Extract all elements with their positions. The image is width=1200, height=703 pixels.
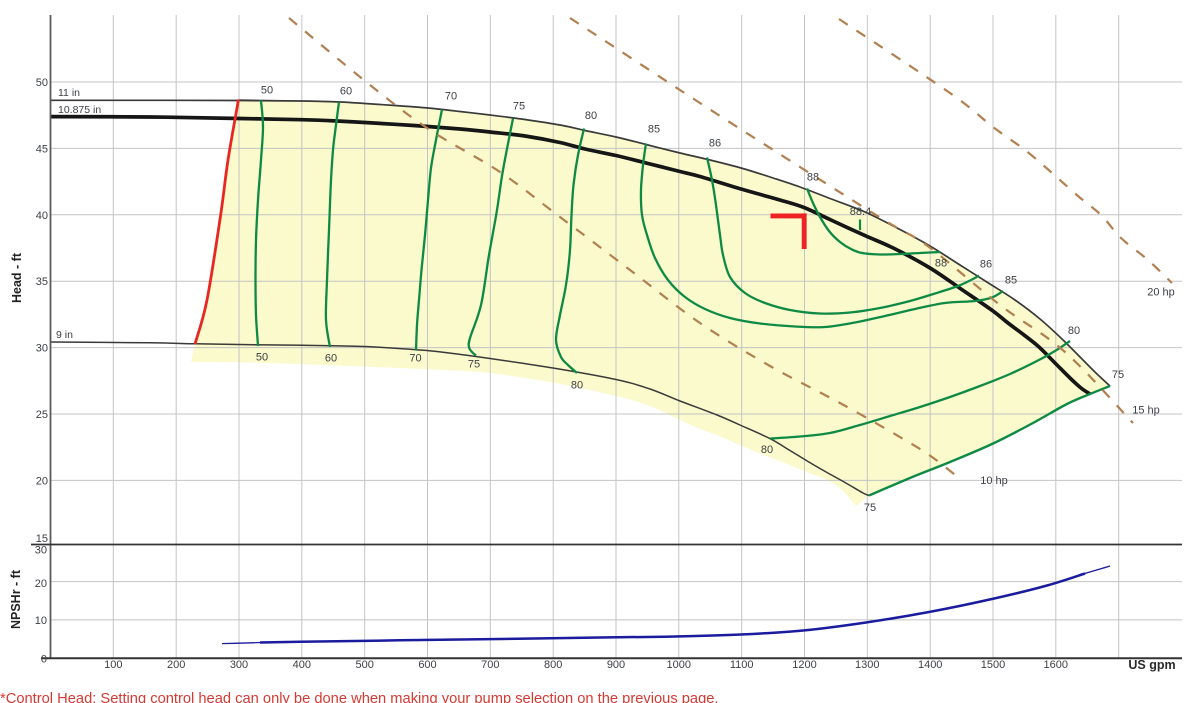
- svg-text:45: 45: [36, 143, 48, 155]
- svg-text:85: 85: [648, 124, 660, 136]
- svg-text:700: 700: [481, 659, 499, 671]
- svg-text:20: 20: [36, 475, 48, 487]
- svg-text:30: 30: [36, 343, 48, 355]
- svg-text:70: 70: [409, 353, 421, 365]
- svg-text:20 hp: 20 hp: [1147, 287, 1175, 299]
- svg-text:80: 80: [571, 380, 583, 392]
- svg-text:900: 900: [607, 659, 625, 671]
- svg-text:88.4: 88.4: [850, 206, 871, 218]
- svg-text:11 in: 11 in: [58, 87, 80, 99]
- svg-text:200: 200: [167, 659, 185, 671]
- svg-text:75: 75: [864, 502, 876, 514]
- svg-text:88: 88: [807, 172, 819, 184]
- svg-text:80: 80: [761, 444, 773, 456]
- svg-text:40: 40: [36, 210, 48, 222]
- svg-text:1000: 1000: [667, 659, 691, 671]
- svg-text:86: 86: [709, 138, 721, 150]
- svg-text:20: 20: [35, 578, 47, 590]
- svg-text:9 in: 9 in: [56, 329, 73, 341]
- svg-text:80: 80: [1068, 325, 1080, 337]
- svg-text:100: 100: [104, 659, 122, 671]
- svg-text:60: 60: [325, 353, 337, 365]
- svg-text:NPSHr - ft: NPSHr - ft: [9, 569, 23, 629]
- svg-text:1100: 1100: [730, 659, 754, 671]
- svg-text:1500: 1500: [981, 659, 1005, 671]
- svg-text:10: 10: [35, 615, 47, 627]
- svg-text:1400: 1400: [918, 659, 942, 671]
- svg-text:1200: 1200: [792, 659, 816, 671]
- svg-text:15 hp: 15 hp: [1132, 405, 1160, 417]
- svg-text:35: 35: [36, 276, 48, 288]
- svg-text:600: 600: [418, 659, 436, 671]
- svg-text:50: 50: [261, 85, 273, 97]
- svg-text:800: 800: [544, 659, 562, 671]
- svg-text:88: 88: [935, 258, 947, 270]
- svg-text:86: 86: [980, 259, 992, 271]
- svg-text:25: 25: [36, 409, 48, 421]
- svg-text:75: 75: [1112, 369, 1124, 381]
- svg-text:10 hp: 10 hp: [980, 475, 1008, 487]
- svg-text:30: 30: [35, 545, 47, 557]
- svg-text:0: 0: [41, 654, 47, 666]
- svg-text:Head - ft: Head - ft: [10, 252, 24, 303]
- svg-text:US gpm: US gpm: [1128, 658, 1175, 672]
- svg-text:400: 400: [293, 659, 311, 671]
- svg-text:75: 75: [513, 101, 525, 113]
- svg-text:80: 80: [585, 110, 597, 122]
- svg-text:1600: 1600: [1044, 659, 1068, 671]
- svg-text:15: 15: [36, 533, 48, 545]
- svg-text:60: 60: [340, 86, 352, 98]
- svg-text:75: 75: [468, 359, 480, 371]
- svg-text:85: 85: [1005, 275, 1017, 287]
- svg-text:50: 50: [256, 352, 268, 364]
- svg-text:500: 500: [356, 659, 374, 671]
- svg-text:300: 300: [230, 659, 248, 671]
- svg-text:10.875 in: 10.875 in: [58, 104, 101, 116]
- svg-text:70: 70: [445, 91, 457, 103]
- svg-text:1300: 1300: [855, 659, 879, 671]
- svg-text:50: 50: [36, 77, 48, 89]
